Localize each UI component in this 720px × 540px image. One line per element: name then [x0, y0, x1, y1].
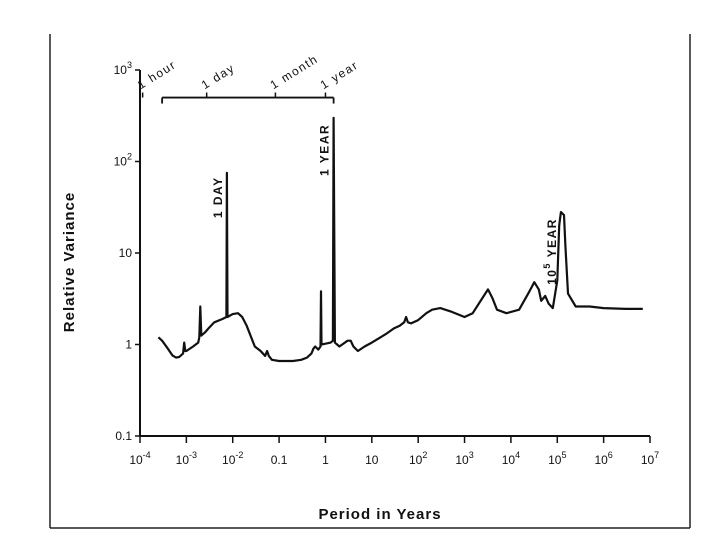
x-tick-label: 106: [594, 450, 612, 467]
series-group: [157, 116, 643, 363]
x-tick-label: 1: [322, 453, 329, 467]
time-scale-label: 1 hour: [135, 57, 179, 92]
y-axis-ticks: 0.1 1 10 102 103: [114, 60, 140, 443]
x-tick-label: 104: [502, 450, 520, 467]
x-tick-label: 10-2: [222, 450, 243, 467]
x-tick-label: 107: [641, 450, 659, 467]
peak-annotation-label: 105 YEAR: [542, 218, 559, 285]
y-tick-label: 1: [125, 338, 132, 352]
y-tick-label: 10: [119, 246, 133, 260]
peak-annotation-label: 1 YEAR: [318, 124, 332, 176]
time-scale-label: 1 month: [268, 52, 321, 92]
variance-series-line: [157, 116, 643, 363]
x-axis-ticks: 10-4 10-3 10-2 0.1 1 10 102 103 104 105 106 107: [129, 436, 659, 467]
x-tick-label: 10-3: [176, 450, 197, 467]
peak-annotations: 1 DAY 1 YEAR 105 YEAR: [211, 124, 559, 285]
x-tick-label: 102: [409, 450, 427, 467]
peak-annotation-label: 1 DAY: [211, 176, 225, 218]
time-scale-label: 1 day: [199, 61, 238, 92]
x-tick-label: 103: [455, 450, 473, 467]
x-tick-label: 10-4: [129, 450, 150, 467]
y-tick-label: 0.1: [115, 429, 132, 443]
scan-border: [49, 34, 691, 529]
x-tick-label: 105: [548, 450, 566, 467]
x-axis-label: Period in Years: [318, 506, 441, 523]
plot-axes: [139, 70, 650, 437]
y-tick-label: 103: [114, 60, 132, 77]
x-tick-label: 10: [365, 453, 379, 467]
time-scale-label: 1 year: [318, 58, 361, 92]
y-tick-label: 102: [114, 152, 132, 169]
y-axis-label: Relative Variance: [61, 192, 78, 332]
x-tick-label: 0.1: [271, 453, 288, 467]
